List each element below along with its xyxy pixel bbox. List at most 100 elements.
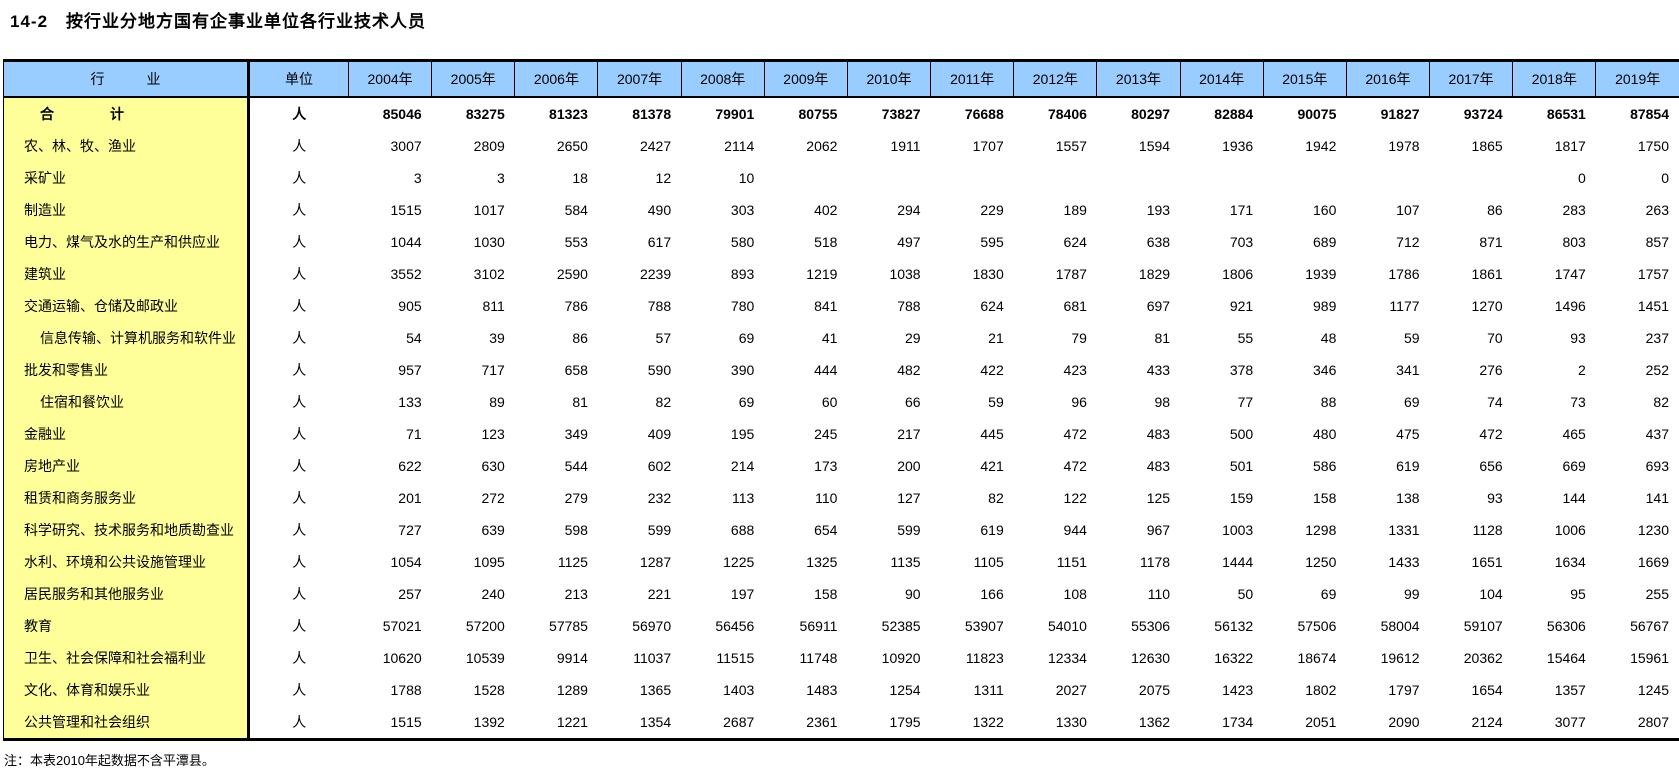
unit-cell: 人 (292, 170, 307, 186)
value-cell: 255 (1645, 586, 1669, 602)
value-cell: 497 (897, 234, 921, 250)
value-cell: 944 (1063, 522, 1087, 538)
value-cell: 263 (1645, 202, 1669, 218)
value-cell: 69 (738, 330, 755, 346)
value-cell: 80297 (1131, 106, 1171, 122)
value-cell: 252 (1645, 362, 1669, 378)
value-cell: 82 (1653, 394, 1669, 410)
value-cell: 79 (1071, 330, 1087, 346)
value-cell: 689 (1313, 234, 1337, 250)
value-cell: 1289 (556, 682, 588, 698)
industry-cell: 住宿和餐饮业 (3, 386, 250, 418)
value-cell: 16322 (1214, 650, 1254, 666)
value-cell: 144 (1562, 490, 1586, 506)
value-cell: 586 (1313, 458, 1337, 474)
value-cell: 1254 (889, 682, 921, 698)
value-cell: 1939 (1305, 266, 1337, 282)
year-column-header: 2017年 (1429, 60, 1514, 98)
year-column-header: 2012年 (1013, 60, 1098, 98)
industry-cell: 教育 (3, 610, 250, 642)
value-cell: 69 (1403, 394, 1420, 410)
value-cell: 717 (481, 362, 505, 378)
year-column-header: 2010年 (847, 60, 932, 98)
year-column-header: 2009年 (764, 60, 848, 98)
value-cell: 74 (1487, 394, 1503, 410)
value-cell: 3552 (390, 266, 422, 282)
value-cell (1180, 162, 1263, 194)
value-cell: 213 (564, 586, 588, 602)
industry-cell: 公共管理和社会组织 (3, 706, 250, 740)
value-cell: 2687 (723, 714, 755, 730)
value-cell: 173 (814, 458, 838, 474)
value-cell (1430, 162, 1513, 194)
industry-cell: 水利、环境和公共设施管理业 (3, 546, 250, 578)
value-cell: 483 (1146, 426, 1171, 442)
value-cell: 21 (988, 330, 1004, 346)
table-row: 公共管理和社会组织 人 1515 1392 1221 1354 2687 2361 1795 13… (3, 706, 1679, 740)
value-cell: 98 (1154, 394, 1171, 410)
value-cell: 1654 (1471, 682, 1503, 698)
value-cell: 1861 (1471, 266, 1503, 282)
unit-cell: 人 (292, 330, 307, 346)
value-cell: 1325 (806, 554, 838, 570)
value-cell: 10539 (465, 650, 505, 666)
value-cell: 214 (730, 458, 755, 474)
value-cell: 1038 (889, 266, 921, 282)
value-cell: 3 (497, 170, 505, 186)
value-cell: 1392 (473, 714, 505, 730)
value-cell: 1270 (1471, 298, 1503, 314)
value-cell: 29 (905, 330, 921, 346)
value-cell: 86531 (1546, 106, 1586, 122)
value-cell: 1330 (1055, 714, 1087, 730)
table-row: 卫生、社会保障和社会福利业 人 10620 10539 9914 11037 11515 11… (3, 642, 1679, 674)
value-cell: 3077 (1554, 714, 1586, 730)
value-cell: 1135 (890, 554, 921, 570)
value-cell: 86 (1487, 202, 1503, 218)
unit-cell: 人 (292, 650, 307, 666)
table-body: 合 计人 85046 83275 81323 81378 79901 80755 73827 7… (3, 97, 1679, 740)
value-cell: 409 (647, 426, 672, 442)
value-cell: 1433 (1388, 554, 1420, 570)
value-cell: 1230 (1637, 522, 1669, 538)
value-cell: 57506 (1297, 618, 1337, 634)
industry-cell: 文化、体育和娱乐业 (3, 674, 250, 706)
value-cell: 967 (1146, 522, 1171, 538)
value-cell: 669 (1562, 458, 1586, 474)
value-cell: 422 (980, 362, 1004, 378)
value-cell: 1219 (806, 266, 838, 282)
value-cell: 1250 (1305, 554, 1337, 570)
value-cell: 1594 (1138, 138, 1171, 154)
value-cell: 56456 (715, 618, 755, 634)
value-cell: 2590 (556, 266, 588, 282)
value-cell: 90075 (1297, 106, 1337, 122)
value-cell: 1942 (1305, 138, 1337, 154)
value-cell: 217 (897, 426, 921, 442)
value-cell: 697 (1146, 298, 1171, 314)
industry-cell: 卫生、社会保障和社会福利业 (3, 642, 250, 674)
value-cell: 1634 (1554, 554, 1586, 570)
value-cell: 580 (730, 234, 755, 250)
value-cell: 598 (564, 522, 588, 538)
year-column-header: 2004年 (348, 60, 433, 98)
value-cell: 95 (1570, 586, 1586, 602)
value-cell: 1707 (972, 138, 1004, 154)
value-cell: 1105 (973, 554, 1004, 570)
value-cell: 1734 (1222, 714, 1254, 730)
value-cell: 138 (1396, 490, 1420, 506)
value-cell: 77 (1237, 394, 1254, 410)
value-cell: 79901 (715, 106, 755, 122)
value-cell: 85046 (382, 106, 422, 122)
value-cell: 158 (814, 586, 838, 602)
unit-cell: 人 (292, 426, 307, 442)
value-cell: 125 (1146, 490, 1171, 506)
value-cell: 18674 (1297, 650, 1337, 666)
table-row: 科学研究、技术服务和地质勘查业 人 727 639 598 599 688 654 599 619… (3, 514, 1679, 546)
value-cell: 957 (398, 362, 422, 378)
value-cell: 82 (655, 394, 672, 410)
value-cell: 1221 (556, 714, 588, 730)
industry-cell: 交通运输、仓储及邮政业 (3, 290, 250, 322)
value-cell: 483 (1146, 458, 1171, 474)
value-cell: 171 (1229, 202, 1254, 218)
value-cell: 81323 (549, 106, 588, 122)
value-cell: 1311 (973, 682, 1004, 698)
